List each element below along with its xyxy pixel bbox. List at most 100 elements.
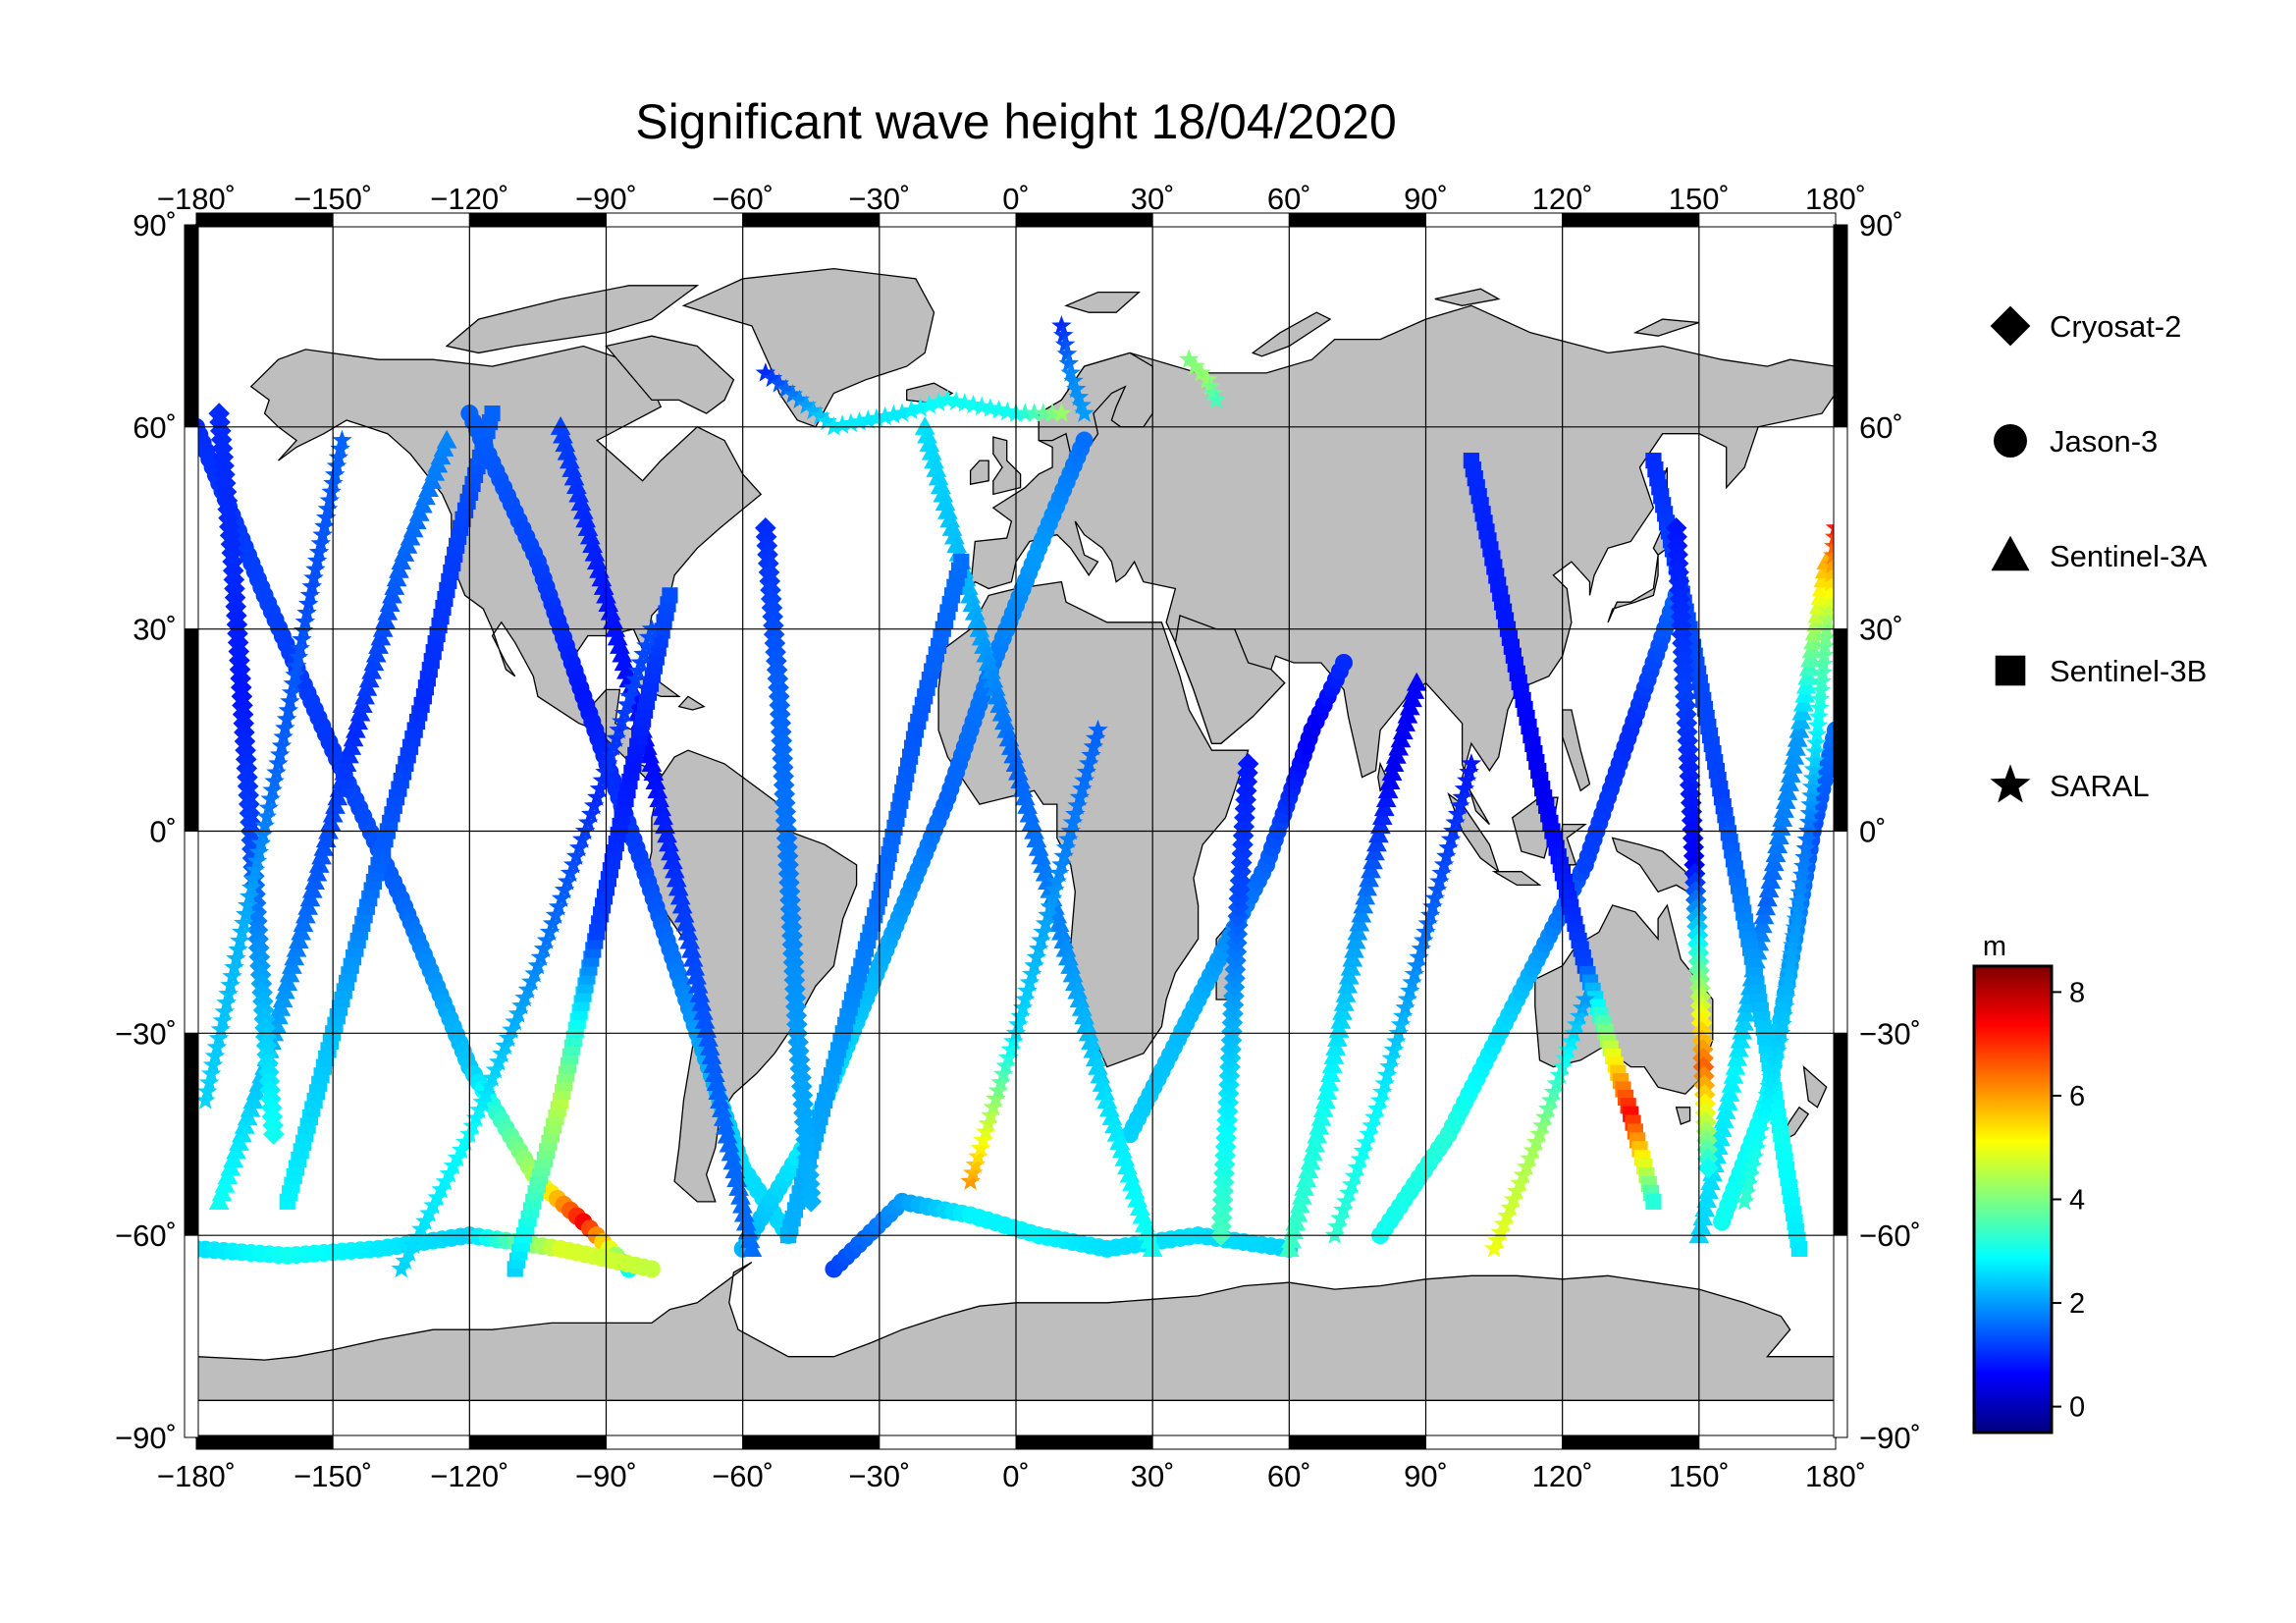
frame-bar-bottom [742,1434,881,1450]
track-point [679,930,701,949]
track-point [1697,1157,1719,1179]
colorbar-tick-label: 8 [2069,977,2085,1008]
track-point [712,1099,732,1117]
lon-tick-label-bottom: 180˚ [1805,1459,1866,1493]
frame-bar-bottom [468,1434,608,1450]
track-point [715,1115,736,1135]
legend-label: SARAL [2050,769,2150,803]
frame-bar-bottom [195,1434,334,1450]
track-point [664,859,685,879]
lon-tick-label-bottom: −120˚ [430,1459,508,1493]
land-svalbard [1064,291,1142,313]
land-novaya-zemlya [1251,311,1332,357]
frame-bar-right [1833,831,1848,1034]
track-point [645,771,667,790]
track-point [686,965,707,985]
lat-tick-label-right: 30˚ [1859,613,1903,647]
track-point [726,1168,748,1187]
colorbar-tick-label: 4 [2069,1185,2085,1217]
track-point [651,797,672,817]
lon-tick-label-top: 30˚ [1131,182,1175,216]
frame-bar-bottom [1425,1434,1564,1450]
track-point [671,894,693,914]
lon-tick-label-top: 150˚ [1669,182,1730,216]
track-point [701,1046,722,1064]
track-point [1645,1193,1662,1210]
lat-tick-label-right: 60˚ [1859,410,1903,445]
frame-bar-bottom [606,1434,744,1450]
land-new-zealand-north [1802,1064,1828,1109]
lon-tick-label-top: −180˚ [157,182,236,216]
map-area: −180˚ −180˚ −150˚ −150˚ −120˚ −120˚ −90˚ −90˚ −6… [115,182,1921,1493]
track-point [659,833,679,852]
track-point [733,1203,755,1222]
lat-tick-label-right: −90˚ [1859,1421,1921,1455]
land-greenland [681,267,935,428]
colorbar-gradient [1972,964,2054,1434]
track-point [662,587,678,604]
track-point [713,1107,734,1126]
lon-tick-label-bottom: 30˚ [1131,1459,1175,1493]
colorbar-ticks: 0 2 4 6 8 [2052,977,2085,1424]
satellite-legend: Cryosat-2 Jason-3 Sentinel-3A Sentinel-3B SA… [1990,305,2208,803]
frame-bar-left [184,628,199,833]
lon-tick-label-bottom: −90˚ [575,1459,637,1493]
track-point [717,1124,738,1144]
legend-label: Jason-3 [2050,424,2158,459]
frame-bar-top [1698,212,1837,228]
lat-tick-label-left: 30˚ [133,613,177,647]
lat-tick-label-right: −60˚ [1859,1218,1921,1253]
colorbar: m 0 2 4 6 8 [1972,931,2085,1434]
track-point [673,903,695,923]
map-frame-bars [184,212,1848,1450]
frame-bar-left [184,1234,199,1438]
track-point [1335,653,1353,672]
land-europe-asia [969,304,1836,826]
legend-label: Sentinel-3A [2050,539,2208,573]
track-point [728,1176,749,1196]
track-point [703,1055,723,1073]
land-south-america [646,749,858,1203]
track-point [694,1009,716,1029]
track-point [724,1160,746,1179]
colorbar-unit-label: m [1983,931,2006,962]
frame-bar-bottom [1562,1434,1700,1450]
legend-symbol-star [1990,764,2031,803]
track-point [643,762,665,782]
track-point [661,841,681,861]
track-point [436,429,457,449]
land-ireland [969,460,989,485]
track-point [741,1238,763,1257]
legend-symbol-triangle [1991,535,2030,571]
lat-tick-label-right: 90˚ [1859,208,1903,243]
track-point [708,1081,729,1101]
frame-bar-right [1833,1234,1848,1438]
colorbar-tick-label: 6 [2069,1081,2085,1112]
frame-bar-left [184,831,199,1034]
track-point [710,1090,730,1109]
legend-label: Cryosat-2 [2050,309,2181,344]
colorbar-tick-label: 0 [2069,1392,2085,1424]
track-point [719,1133,740,1153]
track-point [684,956,706,976]
lon-tick-label-bottom: 150˚ [1669,1459,1730,1493]
land-severnaya-zemlya [1434,288,1501,306]
frame-bar-right [1833,426,1848,630]
series-cryosat-2 [208,403,1719,1246]
lat-tick-label-left: −60˚ [115,1218,177,1253]
altimetry-tracks [196,315,1836,1278]
frame-bar-bottom [332,1434,470,1450]
chart-title: Significant wave height 18/04/2020 [635,94,1397,149]
lon-tick-label-bottom: 120˚ [1532,1459,1593,1493]
lon-tick-label-top: 0˚ [1002,182,1030,216]
lon-tick-label-top: 60˚ [1267,182,1311,216]
lat-tick-label-left: 0˚ [149,815,177,849]
track-point [722,1151,744,1170]
frame-bar-bottom [1151,1434,1290,1450]
lon-tick-label-top: −150˚ [294,182,372,216]
track-point [484,406,501,422]
track-point [693,1001,714,1020]
lon-tick-label-bottom: 0˚ [1002,1459,1030,1493]
track-point [704,1063,725,1082]
land-arctic-archipelago [445,285,700,354]
